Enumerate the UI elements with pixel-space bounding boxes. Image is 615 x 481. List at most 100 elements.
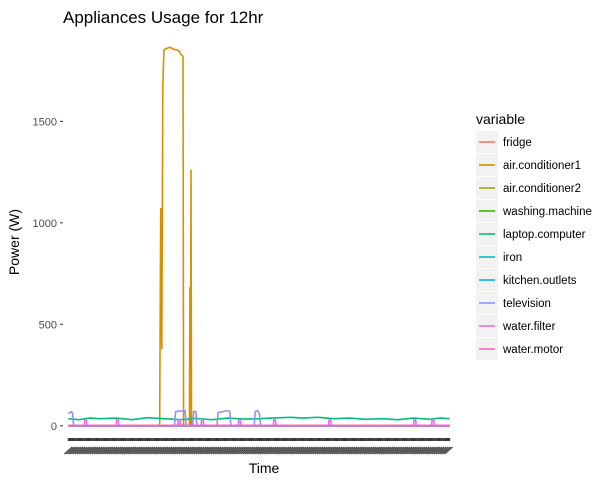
x-tick-label-overlap [431, 446, 441, 455]
x-tick-label-overlap [357, 446, 366, 455]
x-tick-label-overlap [378, 446, 388, 455]
x-tick-label-overlap [369, 446, 379, 455]
x-tick-label-overlap [195, 446, 205, 455]
x-tick-label-overlap [112, 446, 122, 455]
x-tick-label-overlap [420, 446, 430, 455]
x-tick-label-overlap [70, 446, 80, 455]
x-tick-label-overlap [148, 446, 158, 455]
x-tick-label-overlap [382, 446, 392, 455]
x-tick-label-overlap [246, 446, 256, 455]
x-tick-label-overlap [384, 446, 394, 455]
x-tick-label-overlap [125, 446, 135, 455]
x-tick-label-overlap [316, 446, 326, 455]
x-axis [63, 438, 454, 455]
x-tick-label-overlap [89, 446, 99, 455]
x-tick-label-overlap [297, 446, 307, 455]
x-tick-label-overlap [240, 446, 250, 455]
x-tick-label-overlap [371, 446, 381, 455]
legend-label: air.conditioner2 [503, 183, 581, 195]
x-tick-label-overlap [144, 446, 154, 455]
legend-label: fridge [503, 137, 532, 149]
x-tick-label-overlap [214, 446, 224, 455]
x-tick-label-overlap [331, 446, 341, 455]
x-tick-label-overlap [354, 446, 364, 455]
x-tick-label-overlap [422, 446, 432, 455]
x-tick-label-overlap [397, 446, 407, 455]
x-tick-label-overlap [433, 446, 443, 455]
x-tick-label-overlap [284, 446, 294, 455]
x-tick-label-overlap [127, 446, 137, 455]
x-tick-label-overlap [153, 446, 162, 455]
x-tick-label-overlap [401, 446, 411, 455]
x-tick-label-overlap [191, 446, 201, 455]
x-tick-label-overlap [174, 446, 184, 455]
legend-label: water.filter [502, 321, 556, 333]
x-tick-label-overlap [363, 446, 373, 455]
x-tick-label-overlap [104, 446, 114, 455]
x-tick-label-overlap [265, 446, 275, 455]
x-tick-label-overlap [329, 446, 339, 455]
x-tick-label-overlap [269, 446, 279, 455]
series-line-laptop-computer [68, 416, 450, 421]
x-tick-label-overlap [437, 446, 447, 455]
x-tick-label-overlap [424, 446, 434, 455]
x-tick-label-overlap [274, 446, 284, 455]
legend-item-water-motor: water.motor [476, 338, 563, 360]
x-tick-label-overlap [393, 446, 403, 455]
legend-label: kitchen.outlets [503, 275, 577, 287]
x-tick-label-overlap [157, 446, 167, 455]
x-tick-label-overlap [82, 446, 92, 455]
x-tick-label-overlap [444, 446, 454, 455]
legend-item-air-conditioner2: air.conditioner2 [476, 177, 581, 199]
x-tick-label-overlap [333, 446, 343, 455]
x-tick-label-overlap [189, 446, 199, 455]
x-tick-label-overlap [359, 446, 369, 455]
series-line-water-filter [68, 418, 450, 427]
x-tick-label-overlap [342, 446, 352, 455]
x-tick-label-overlap [303, 446, 313, 455]
x-tick-label-overlap [108, 446, 118, 455]
x-tick-label-overlap [242, 446, 252, 455]
x-tick-label-overlap [99, 446, 109, 455]
x-tick-label-overlap [291, 446, 301, 455]
x-tick-label-overlap [257, 446, 267, 455]
y-tick-label: 500 [39, 319, 57, 331]
x-tick-label-overlap [201, 446, 211, 455]
x-tick-label-overlap [206, 446, 216, 455]
legend-label: water.motor [502, 344, 563, 356]
x-tick-label-overlap [172, 446, 182, 455]
x-tick-label-overlap [170, 446, 179, 455]
x-tick-label-overlap [410, 446, 420, 455]
x-tick-label-overlap [323, 446, 332, 455]
x-tick-label-overlap [184, 446, 194, 455]
x-tick-label-overlap [114, 446, 124, 455]
x-tick-label-overlap [106, 446, 116, 455]
x-tick-label-overlap [441, 446, 451, 455]
chart-title: Appliances Usage for 12hr [63, 8, 264, 27]
legend-item-water-filter: water.filter [476, 315, 556, 337]
x-tick-label-overlap [346, 446, 356, 455]
x-tick-label-overlap [63, 446, 73, 455]
x-tick-label-overlap [352, 446, 362, 455]
x-tick-label-overlap [102, 446, 112, 455]
x-tick-label-overlap [312, 446, 322, 455]
x-tick-label-overlap [337, 446, 347, 455]
x-tick-label-overlap [435, 446, 445, 455]
x-tick-label-overlap [85, 446, 95, 455]
x-tick-label-overlap [225, 446, 235, 455]
x-tick-label-overlap [91, 446, 101, 455]
x-tick-label-overlap [182, 446, 192, 455]
x-tick-label-overlap [276, 446, 286, 455]
legend-label: washing.machine [502, 206, 592, 218]
legend-label: television [503, 298, 551, 310]
x-tick-label-overlap [282, 446, 292, 455]
x-tick-label-overlap [286, 446, 296, 455]
x-tick-label-overlap [407, 446, 417, 455]
x-tick-label-overlap [80, 446, 90, 455]
x-tick-label-overlap [310, 446, 320, 455]
x-tick-label-overlap [155, 446, 165, 455]
x-tick-label-overlap [272, 446, 281, 455]
plot-series [67, 46, 450, 427]
x-tick-label-overlap [110, 446, 120, 455]
